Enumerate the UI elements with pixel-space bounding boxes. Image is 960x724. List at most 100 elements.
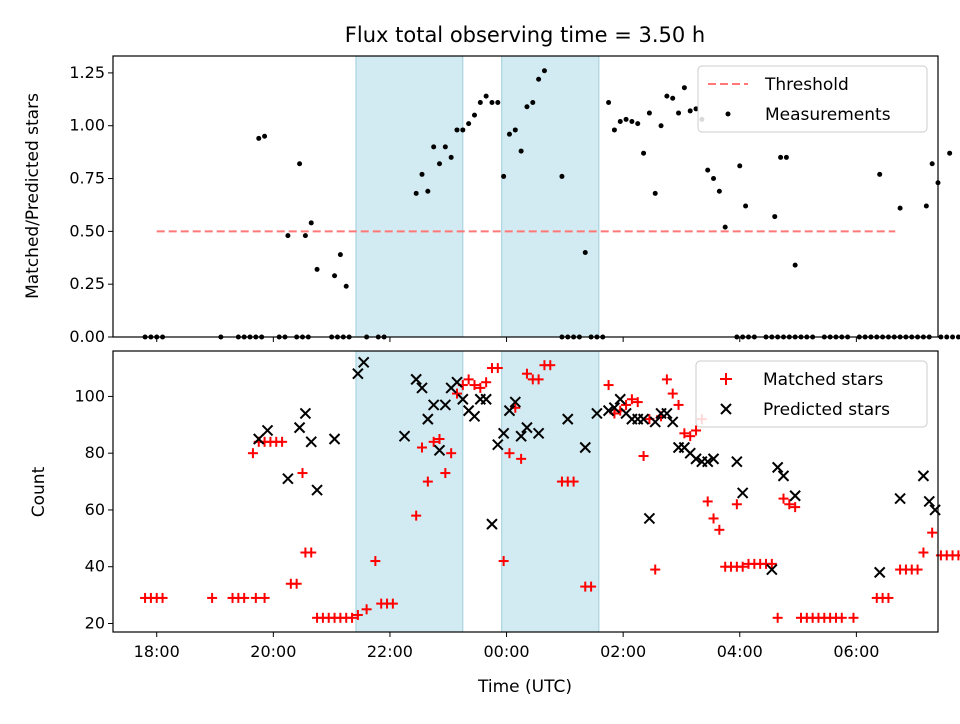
- predicted-star-marker: [515, 430, 527, 442]
- shaded-interval: [355, 55, 464, 338]
- measurement-point: [646, 110, 652, 116]
- measurement-point: [950, 334, 956, 340]
- top-legend-box: [697, 65, 928, 133]
- predicted-star-marker: [410, 373, 422, 386]
- matched-star-marker: [927, 527, 938, 538]
- predicted-star-marker: [643, 512, 656, 525]
- matched-star-marker: [492, 363, 503, 374]
- matched-star-marker: [912, 564, 923, 575]
- measurement-point: [308, 220, 314, 226]
- matched-star-marker: [533, 374, 544, 385]
- matched-star-marker: [247, 448, 258, 459]
- y-tick-label: 40: [85, 557, 105, 576]
- top-y-ticks: 0.00 0.25 0.50 0.75 1.00 1.25: [69, 63, 113, 346]
- matched-star-marker: [446, 448, 457, 459]
- measurement-point: [617, 118, 623, 124]
- predicted-star-marker: [357, 356, 370, 369]
- shaded-intervals: [355, 350, 600, 633]
- bottom-legend: Matched stars Predicted stars: [695, 360, 928, 428]
- matched-star-marker: [469, 380, 480, 391]
- matched-star-marker: [708, 513, 719, 524]
- matched-star-marker: [731, 499, 742, 510]
- top-axes-frame: [112, 55, 939, 338]
- matched-star-marker: [714, 524, 725, 535]
- y-tick-label: 0.75: [69, 169, 105, 188]
- matched-stars-points: [140, 360, 960, 623]
- measurement-point: [938, 334, 944, 340]
- measurement-point: [337, 252, 343, 258]
- bottom-panel: 20 40 60 80 100 18:00 20:00 22:00 00:00 02:00 04:…: [29, 350, 960, 697]
- predicted-star-marker: [923, 495, 935, 508]
- x-tick-label: 02:00: [600, 642, 646, 661]
- measurement-point: [705, 167, 711, 173]
- predicted-star-marker: [690, 453, 702, 465]
- measurement-point: [792, 262, 798, 268]
- matched-star-marker: [387, 598, 398, 609]
- predicted-star-marker: [480, 393, 492, 405]
- matched-star-marker: [370, 556, 381, 567]
- measurement-point: [332, 273, 338, 279]
- measurement-point: [454, 127, 460, 133]
- predicted-star-marker: [562, 413, 574, 425]
- matched-star-marker: [347, 612, 358, 623]
- matched-star-marker: [545, 360, 556, 371]
- matched-star-marker: [411, 510, 422, 521]
- measurement-point: [419, 171, 425, 177]
- matched-star-marker: [568, 476, 579, 487]
- matched-star-marker: [603, 380, 614, 391]
- measurement-point: [483, 93, 489, 99]
- shaded-intervals: [355, 55, 600, 338]
- measurement-point: [693, 106, 699, 112]
- predicted-star-marker: [602, 404, 615, 417]
- measurement-point: [641, 150, 647, 156]
- matched-star-marker: [157, 592, 168, 603]
- top-x-ticks: [156, 337, 857, 342]
- measurement-point: [743, 203, 749, 209]
- matched-star-marker: [621, 399, 632, 410]
- predicted-star-marker: [261, 424, 274, 437]
- top-legend: Threshold Measurements: [697, 65, 928, 133]
- matched-star-marker: [361, 604, 372, 615]
- matched-star-marker: [784, 499, 795, 510]
- matched-star-marker: [667, 388, 678, 399]
- predicted-star-marker: [311, 484, 323, 496]
- predicted-star-marker: [731, 455, 743, 468]
- predicted-star-marker: [649, 416, 661, 428]
- matched-star-marker: [498, 556, 509, 567]
- shaded-interval: [355, 350, 464, 633]
- matched-star-marker: [953, 550, 960, 561]
- matched-star-marker: [836, 612, 847, 623]
- legend-predicted-label: Predicted stars: [763, 400, 890, 420]
- predicted-star-marker: [422, 413, 434, 425]
- y-tick-label: 1.00: [69, 116, 105, 135]
- matched-star-marker: [428, 436, 439, 447]
- x-tick-label: 20:00: [250, 642, 296, 661]
- matched-star-marker: [586, 581, 597, 592]
- measurement-point: [772, 214, 778, 220]
- matched-star-marker: [918, 547, 929, 558]
- predicted-star-marker: [328, 433, 341, 445]
- bottom-y-ticks: 20 40 60 80 100: [74, 386, 113, 632]
- measurement-point: [256, 135, 262, 141]
- x-tick-label: 04:00: [717, 642, 763, 661]
- y-tick-label: 0.50: [69, 221, 105, 240]
- predicted-star-marker: [509, 396, 522, 408]
- measurement-point: [711, 176, 717, 182]
- matched-star-marker: [434, 433, 445, 444]
- predicted-star-marker: [305, 436, 317, 448]
- measurement-point: [897, 205, 903, 211]
- predicted-star-marker: [591, 407, 603, 420]
- measurement-point: [413, 190, 419, 196]
- measurement-point: [285, 233, 291, 239]
- matched-star-marker: [440, 468, 451, 479]
- matched-star-marker: [475, 382, 486, 393]
- measurement-point: [623, 116, 629, 122]
- shaded-interval: [501, 55, 600, 338]
- matched-star-marker: [516, 453, 527, 464]
- measurement-point: [559, 173, 565, 179]
- measurement-point: [506, 131, 512, 137]
- measurement-point: [518, 148, 524, 154]
- measurement-point: [460, 127, 466, 133]
- measurement-point: [681, 85, 687, 91]
- predicted-star-marker: [521, 421, 533, 434]
